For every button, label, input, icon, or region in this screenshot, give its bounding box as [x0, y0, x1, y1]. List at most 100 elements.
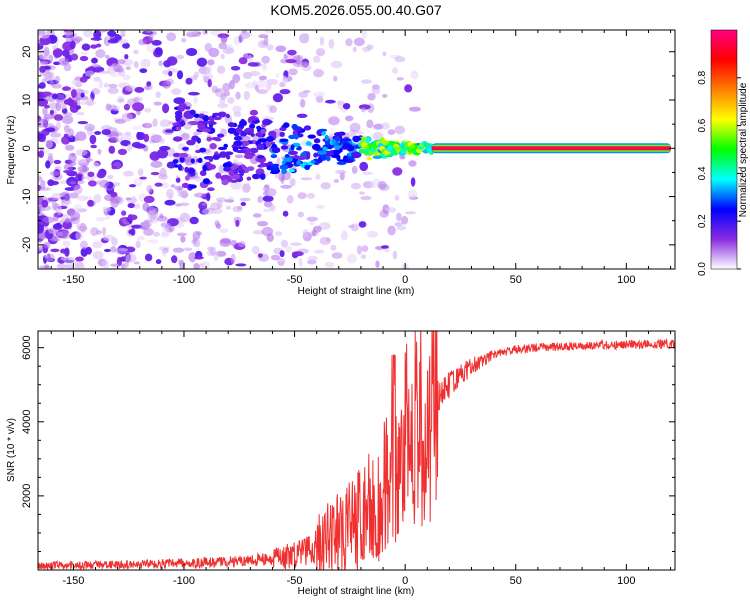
spectrogram-cell	[81, 43, 91, 51]
spectrogram-cell	[283, 53, 288, 59]
spectrogram-cell	[226, 205, 231, 210]
spectrogram-cell	[177, 164, 182, 171]
spectrogram-cell	[310, 159, 316, 164]
spectrogram-cell	[135, 240, 141, 249]
spectrogram-cell	[63, 256, 75, 264]
spectrogram-cell	[307, 255, 318, 261]
spectrogram-cell	[177, 105, 186, 112]
spectrogram-cell	[90, 44, 98, 49]
spectrogram-cell	[143, 228, 154, 236]
spectrogram-cell	[75, 256, 84, 262]
spectrogram-cell	[42, 216, 55, 224]
spectrogram-cell	[48, 180, 59, 186]
spectrogram-cell	[64, 144, 75, 151]
spectrogram-cell	[356, 245, 362, 255]
spectrogram-cell	[303, 90, 311, 93]
spectrogram-cell	[276, 157, 281, 167]
spectrogram-cell	[75, 111, 85, 116]
spectrogram-cell	[257, 253, 263, 258]
spectrogram-cell	[202, 72, 214, 82]
spectrogram-cell	[190, 75, 198, 81]
spectrogram-cell	[335, 169, 347, 175]
spectrogram-cell	[38, 82, 46, 89]
spectrogram-cell	[249, 109, 258, 116]
spectrogram-cell	[300, 177, 313, 181]
spectrogram-cell	[220, 35, 228, 43]
spectrogram-cell	[313, 249, 325, 254]
spectrogram-cell	[256, 80, 267, 88]
spectrogram-cell	[146, 184, 153, 193]
spectrogram-cell	[51, 46, 57, 51]
spectrogram-cell	[187, 30, 199, 35]
spectrogram-cell	[133, 61, 139, 69]
spectrogram-cell	[90, 144, 97, 149]
spectrogram-cell	[162, 103, 170, 114]
spectrogram-cell	[77, 121, 89, 125]
spectrogram-cell	[42, 107, 48, 116]
spectrogram-cell	[228, 80, 235, 90]
spectrogram-cell	[279, 164, 289, 170]
spectrogram-cell	[233, 35, 240, 46]
spectrogram-cell	[159, 167, 167, 178]
spectrogram-cell	[288, 68, 298, 76]
spectrogram-cell	[302, 229, 309, 238]
spectrogram-cell	[117, 59, 126, 65]
spectrogram-cell	[117, 148, 128, 156]
spectrogram-cell	[59, 230, 71, 240]
spectrogram-cell	[203, 115, 209, 122]
spectrogram-cell	[239, 169, 245, 177]
spectrogram-cell	[160, 182, 169, 189]
spectrogram-cell	[219, 151, 228, 158]
spectrogram-cell	[309, 220, 315, 226]
spectrogram-cell	[282, 210, 289, 217]
spectrogram-cell	[290, 144, 295, 151]
spectrogram-cell	[353, 37, 365, 47]
spectrogram-cell	[410, 70, 419, 80]
spectrogram-cell	[151, 39, 162, 46]
spectrogram-ylabel: Frequency (Hz)	[6, 116, 17, 185]
spectrogram-cell	[40, 179, 46, 190]
spectrogram-cell	[193, 96, 198, 104]
spectrogram-cell	[110, 72, 120, 78]
spectrogram-cell	[108, 145, 116, 154]
spectrogram-cell	[227, 127, 237, 134]
spectrogram-cell	[196, 57, 208, 67]
spectrogram-cell	[274, 173, 281, 179]
spectrogram-cell	[79, 222, 87, 233]
spectrogram-cell	[41, 117, 50, 124]
spectrogram-cell	[281, 169, 288, 175]
spectrogram-xtick-label: -100	[173, 274, 195, 286]
spectrogram-cell	[228, 170, 235, 177]
spectrogram-cell	[159, 119, 171, 128]
spectrogram-cell	[54, 75, 61, 84]
spectrogram-cell	[188, 184, 197, 189]
spectrogram-cell	[196, 231, 202, 236]
spectrogram-cell	[304, 33, 310, 43]
spectrogram-cell	[307, 134, 316, 139]
spectrogram-cell	[104, 54, 110, 59]
spectrogram-cell	[49, 109, 55, 116]
spectrogram-cell	[330, 244, 337, 251]
spectrogram-cell	[322, 146, 328, 151]
spectrogram-cell	[408, 106, 421, 112]
spectrogram-cell	[105, 216, 111, 220]
spectrogram-cell	[134, 86, 145, 93]
colorbar-tick-label: 0.8	[697, 70, 708, 84]
spectrogram-cell	[239, 197, 251, 202]
spectrogram-cell	[305, 151, 311, 159]
spectrogram-cell	[38, 246, 43, 252]
spectrogram-cell	[62, 240, 71, 247]
spectrogram-cell	[331, 252, 343, 259]
spectrogram-cell	[262, 191, 269, 196]
spectrogram-cell	[45, 160, 51, 169]
spectrogram-cell	[366, 157, 373, 161]
spectrogram-cell	[194, 256, 204, 260]
spectrogram-cell	[215, 172, 222, 179]
spectrogram-cell	[392, 250, 398, 260]
spectrogram-cell	[242, 183, 251, 193]
snr-ticks: -150 -100 -50 0 50 100 2000 4000 6000	[21, 331, 675, 587]
spectrogram-cell	[186, 139, 196, 146]
spectrogram-cell	[256, 221, 269, 227]
spectrogram-cell	[216, 199, 223, 210]
spectrogram-cell	[259, 162, 266, 168]
